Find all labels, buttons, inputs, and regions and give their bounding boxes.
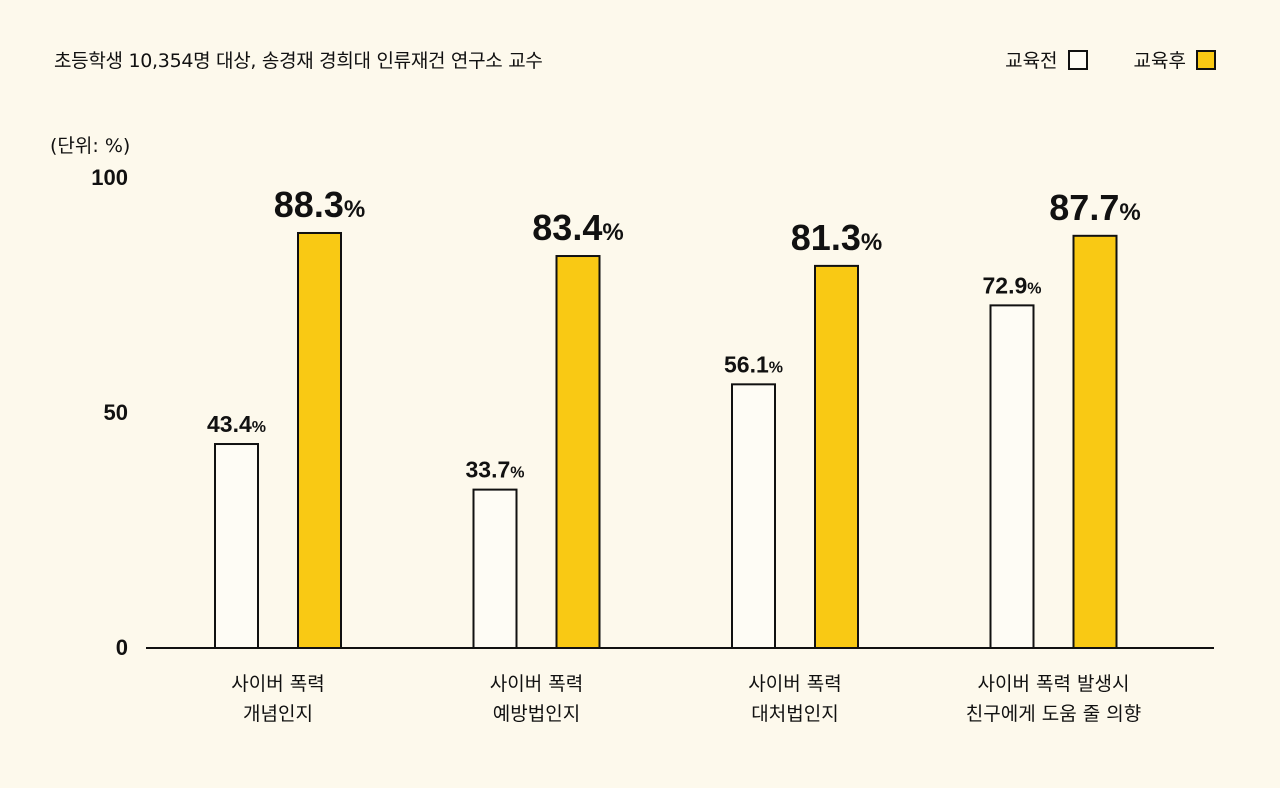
data-label: 83.4%: [532, 207, 623, 248]
x-tick-label: 친구에게 도움 줄 의향: [966, 703, 1141, 725]
data-label: 81.3%: [791, 217, 882, 258]
unit-label: (단위: %): [50, 135, 131, 157]
x-tick-label: 사이버 폭력 발생시: [978, 673, 1130, 695]
chart-subtitle: 초등학생 10,354명 대상, 송경재 경희대 인류재건 연구소 교수: [54, 50, 543, 72]
bar-before: [989, 304, 1035, 649]
legend-swatch-after: [1196, 49, 1216, 70]
bar-after: [555, 255, 601, 649]
bar-after: [814, 264, 859, 649]
legend-item-after: 교육후: [1134, 46, 1216, 73]
x-tick-label: 예방법인지: [493, 703, 580, 725]
legend-item-before: 교육전: [1005, 46, 1088, 73]
x-tick-label: 대처법인지: [751, 703, 838, 725]
legend-label-before: 교육전: [1005, 50, 1058, 72]
bar-before: [214, 443, 259, 649]
x-tick-label: 개념인지: [243, 703, 313, 725]
y-tick-label: 100: [91, 165, 128, 190]
bar-before: [731, 383, 776, 649]
x-tick-label: 사이버 폭력: [490, 673, 583, 695]
legend-label-after: 교육후: [1133, 50, 1186, 72]
legend-swatch-before: [1067, 49, 1088, 70]
data-label: 72.9%: [983, 272, 1042, 298]
bar-after: [297, 231, 342, 650]
data-label: 88.3%: [274, 184, 365, 225]
y-tick-label: 0: [116, 635, 128, 660]
bar-before: [472, 488, 518, 649]
data-label: 56.1%: [724, 351, 783, 377]
y-tick-label: 50: [104, 400, 128, 425]
bar-after: [1072, 234, 1118, 649]
x-tick-label: 사이버 폭력: [748, 673, 841, 695]
data-label: 33.7%: [466, 457, 525, 483]
data-label: 87.7%: [1049, 187, 1140, 228]
data-label: 43.4%: [207, 411, 266, 437]
x-tick-label: 사이버 폭력: [231, 673, 324, 695]
legend: 교육전 교육후: [1005, 46, 1216, 73]
